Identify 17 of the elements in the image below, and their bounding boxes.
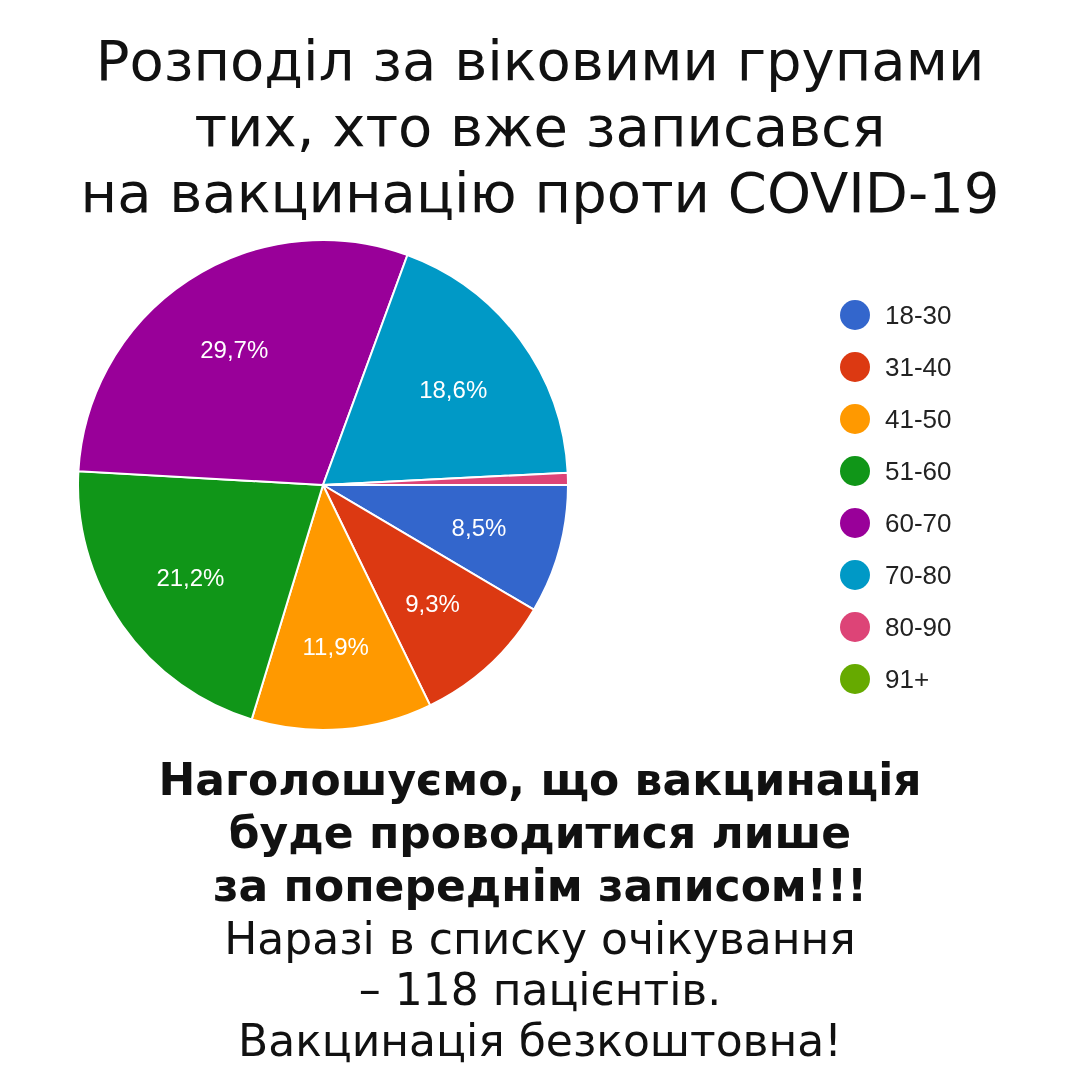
legend-label: 51-60	[885, 456, 952, 486]
data-label: 29,7%	[200, 336, 269, 364]
text: Наразі в списку очікування – 118 пацієнтів. Вакцинація безкоштовна!	[224, 913, 856, 1066]
legend-label: 91+	[885, 664, 930, 694]
data-label: 8,5%	[451, 514, 507, 542]
data-label: 18,6%	[419, 375, 488, 403]
data-label: 9,3%	[405, 590, 460, 618]
text: Наголошуємо, що вакцинація буде проводитися лише за попереднім записом!!!	[158, 754, 922, 911]
data-label: 21,2%	[156, 564, 225, 592]
data-label: 11,9%	[302, 632, 369, 660]
legend-label: 60-70	[885, 508, 952, 538]
chart-title: Розподіл за віковими групами тих, хто вже записався на вакцинацію проти COVID-19	[80, 28, 1000, 225]
legend-label: 41-50	[885, 404, 952, 434]
legend-label: 31-40	[885, 352, 952, 382]
legend-label: 18-30	[885, 300, 952, 330]
legend-label: 80-90	[885, 612, 952, 642]
legend-label: 70-80	[885, 560, 952, 590]
